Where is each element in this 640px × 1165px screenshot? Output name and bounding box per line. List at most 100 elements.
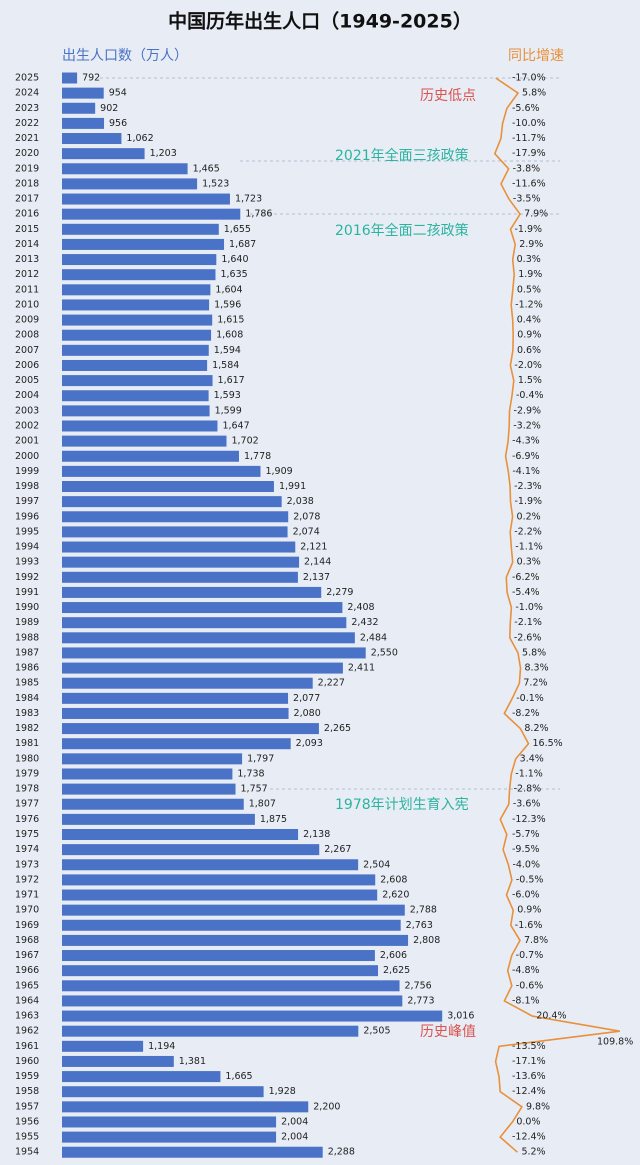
value-label: 792	[82, 73, 100, 84]
growth-label: 1.9%	[518, 269, 542, 280]
value-label: 1,594	[214, 345, 241, 356]
growth-label: -1.9%	[514, 224, 542, 235]
growth-label: -1.1%	[515, 768, 543, 779]
value-label: 1,757	[241, 784, 268, 795]
y-tick-label: 1969	[15, 920, 39, 931]
growth-label: 0.5%	[517, 284, 541, 295]
growth-label: -12.3%	[512, 814, 546, 825]
bar	[62, 707, 289, 719]
y-tick-label: 1995	[15, 526, 39, 537]
bar	[62, 571, 298, 583]
y-tick-label: 2013	[15, 254, 39, 265]
value-label: 1,909	[265, 466, 292, 477]
y-tick-label: 1954	[15, 1147, 39, 1158]
y-tick-label: 2008	[15, 330, 39, 341]
growth-label: -3.2%	[513, 420, 541, 431]
growth-label: -2.2%	[514, 526, 542, 537]
y-tick-label: 2007	[15, 345, 39, 356]
bar	[62, 314, 213, 326]
annotation: 2021年全面三孩政策	[335, 147, 469, 164]
y-tick-label: 1998	[15, 481, 39, 492]
growth-label: 16.5%	[533, 738, 563, 749]
y-tick-label: 2001	[15, 436, 39, 447]
value-label: 2,763	[406, 920, 433, 931]
y-tick-label: 1975	[15, 829, 39, 840]
bar	[62, 1086, 264, 1098]
bar	[62, 359, 208, 371]
bar	[62, 541, 296, 553]
bar	[62, 617, 347, 629]
value-label: 1,599	[215, 405, 242, 416]
bar	[62, 465, 261, 477]
value-label: 2,004	[281, 1116, 308, 1127]
growth-label: 20.4%	[536, 1011, 566, 1022]
value-label: 2,144	[304, 557, 331, 568]
bar	[62, 950, 375, 962]
value-label: 2,093	[296, 738, 323, 749]
y-tick-label: 2014	[15, 239, 39, 250]
value-label: 2,078	[293, 511, 320, 522]
y-tick-label: 2004	[15, 390, 39, 401]
bar	[62, 254, 217, 266]
growth-label: -1.1%	[515, 542, 543, 553]
value-label: 1,647	[222, 420, 249, 431]
growth-label: -9.5%	[512, 844, 540, 855]
y-tick-label: 1984	[15, 693, 39, 704]
growth-label: -1.6%	[515, 920, 543, 931]
bar	[62, 496, 282, 508]
growth-label: -8.2%	[512, 708, 540, 719]
value-label: 2,788	[410, 905, 437, 916]
y-tick-label: 2025	[15, 73, 39, 84]
bar	[62, 829, 299, 840]
y-tick-label: 2000	[15, 451, 39, 462]
bar	[62, 329, 212, 341]
growth-label: -11.6%	[512, 178, 546, 189]
value-label: 2,080	[294, 708, 321, 719]
bar	[62, 1055, 174, 1067]
growth-label: 5.2%	[521, 1147, 545, 1158]
y-tick-label: 2022	[15, 118, 39, 129]
y-tick-label: 1992	[15, 572, 39, 583]
value-label: 1,807	[249, 799, 276, 810]
y-tick-label: 1982	[15, 723, 39, 734]
growth-label: -1.2%	[515, 299, 543, 310]
value-label: 1,875	[260, 814, 287, 825]
bar	[62, 269, 216, 281]
growth-label: 0.6%	[517, 345, 541, 356]
growth-label: -0.6%	[516, 980, 544, 991]
value-label: 1,738	[237, 768, 264, 779]
bar	[62, 481, 274, 493]
y-tick-label: 1986	[15, 663, 39, 674]
bar	[62, 87, 104, 99]
growth-label: -4.0%	[512, 859, 540, 870]
bar	[62, 632, 355, 644]
growth-line	[493, 77, 620, 1153]
y-tick-label: 1966	[15, 965, 39, 976]
y-tick-label: 2020	[15, 148, 39, 159]
bar	[62, 1131, 277, 1143]
growth-label: -2.1%	[514, 617, 542, 628]
value-label: 1,665	[225, 1071, 252, 1082]
bar	[62, 148, 145, 160]
value-label: 2,504	[363, 859, 390, 870]
bar	[62, 586, 322, 598]
bar	[62, 1071, 221, 1083]
bar	[62, 980, 400, 992]
bar	[62, 102, 96, 114]
bar	[62, 874, 376, 886]
y-tick-label: 1980	[15, 753, 39, 764]
growth-label: -4.1%	[512, 466, 540, 477]
bar	[62, 450, 239, 462]
y-tick-label: 1959	[15, 1071, 39, 1082]
growth-label: -5.7%	[512, 829, 540, 840]
value-label: 2,408	[347, 602, 374, 613]
bar	[62, 1101, 309, 1113]
value-label: 1,194	[148, 1041, 175, 1052]
growth-label: -13.5%	[512, 1041, 546, 1052]
bar	[62, 163, 188, 175]
growth-label: -5.6%	[512, 103, 540, 114]
annotation: 1978年计划生育入宪	[335, 796, 469, 813]
value-label: 2,288	[328, 1147, 355, 1158]
y-tick-label: 1991	[15, 587, 39, 598]
value-label: 2,004	[281, 1132, 308, 1143]
